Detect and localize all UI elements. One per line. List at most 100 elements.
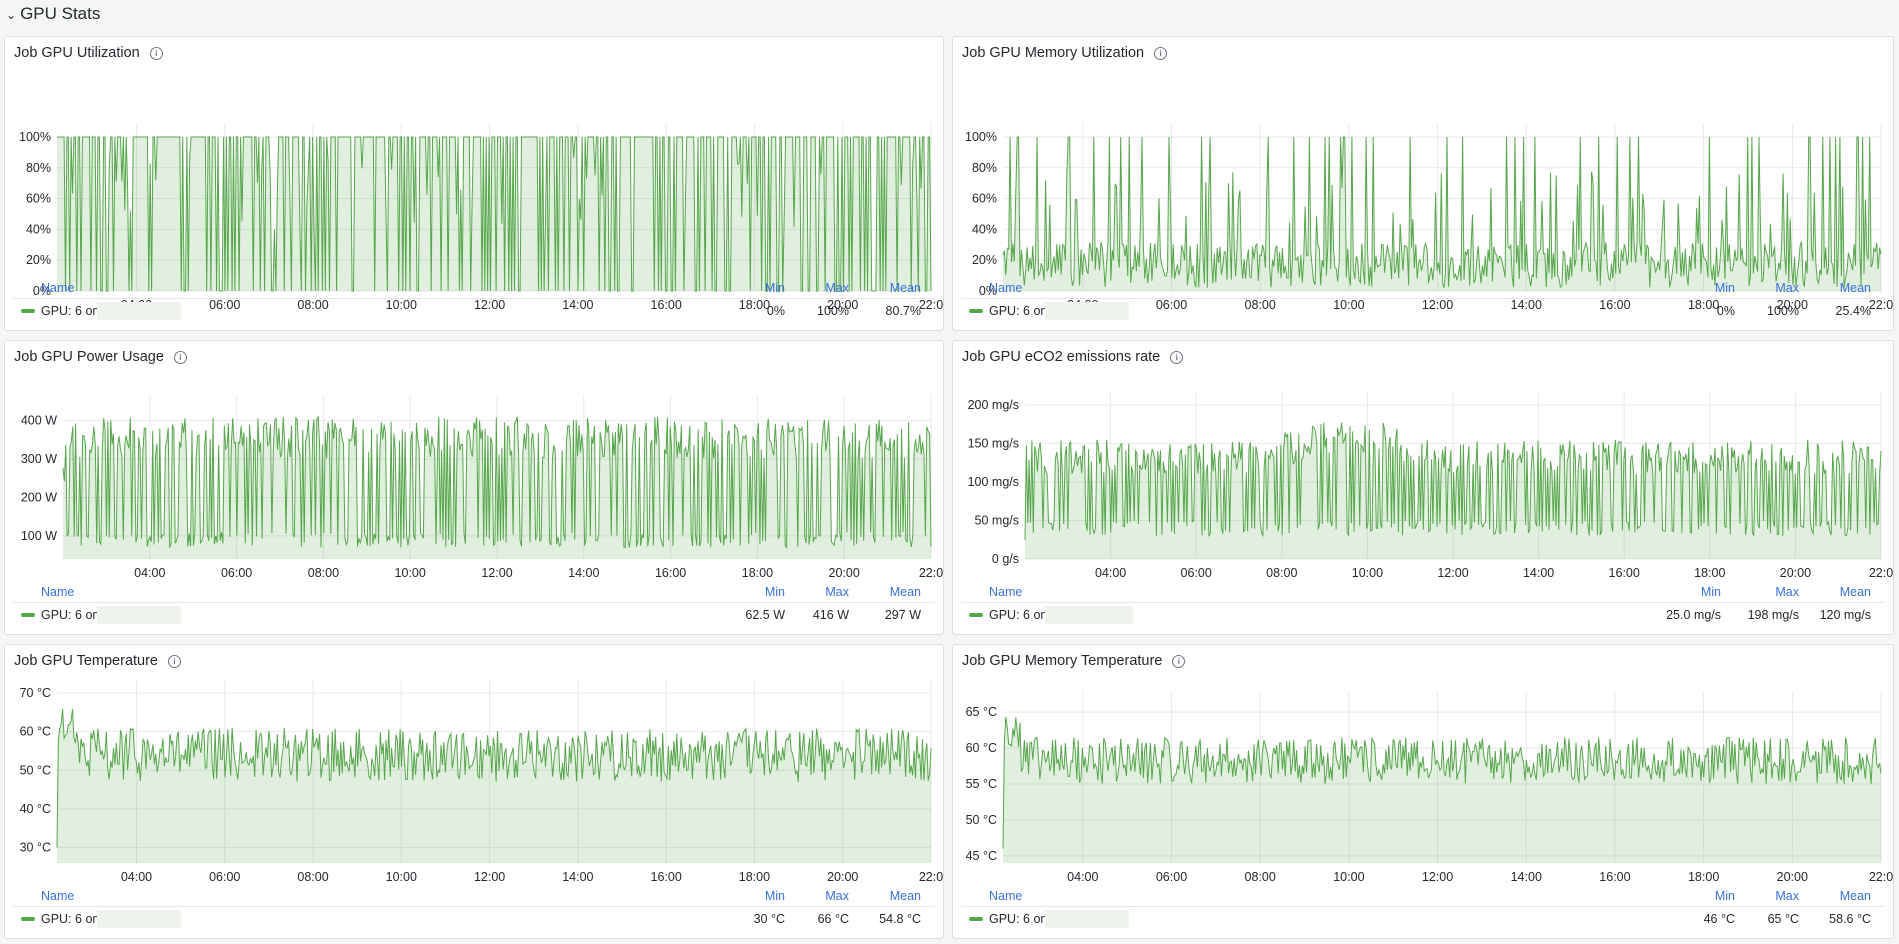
- series-color-swatch[interactable]: [969, 309, 983, 313]
- legend-value-max: 66 °C: [817, 912, 849, 926]
- legend-header-max[interactable]: Max: [1775, 889, 1799, 903]
- legend-header: Name Min Max Mean: [961, 582, 1885, 603]
- legend-header-min[interactable]: Min: [764, 889, 785, 903]
- y-tick-label: 50 °C: [966, 813, 997, 827]
- legend-table: Name Min Max Mean GPU: 6 on 30 °C 66 °C 54.8 °C: [13, 886, 935, 934]
- y-tick-label: 60 °C: [966, 741, 997, 755]
- y-tick-label: 20%: [972, 253, 997, 267]
- info-icon[interactable]: i: [1172, 654, 1186, 668]
- info-icon[interactable]: i: [168, 654, 181, 668]
- legend-series-name[interactable]: GPU: 6 on: [41, 304, 100, 318]
- y-tick-label: 40%: [972, 222, 997, 236]
- legend-value-mean: 58.6 °C: [1829, 912, 1871, 926]
- x-tick-label: 06:00: [1156, 298, 1187, 312]
- legend-header-name[interactable]: Name: [989, 585, 1023, 599]
- legend-value-mean: 297 W: [884, 608, 921, 622]
- legend-series-name[interactable]: GPU: 6 on: [989, 912, 1048, 926]
- legend-header-name[interactable]: Name: [41, 281, 75, 295]
- x-tick-label: 10:00: [386, 298, 417, 312]
- legend-header-mean[interactable]: Mean: [889, 281, 921, 295]
- panel-title[interactable]: Job GPU Memory Temperature i: [962, 653, 1186, 669]
- x-tick-label: 22:0: [1869, 298, 1893, 312]
- x-tick-label: 04:00: [1067, 870, 1098, 884]
- x-tick-label: 14:00: [562, 870, 593, 884]
- legend-header: Name Min Max Mean: [13, 886, 935, 907]
- x-tick-label: 20:00: [827, 870, 858, 884]
- series-color-swatch[interactable]: [21, 309, 35, 313]
- x-tick-label: 14:00: [1523, 566, 1554, 580]
- panel-title[interactable]: Job GPU Memory Utilization i: [962, 45, 1168, 61]
- panel-title[interactable]: Job GPU Temperature i: [14, 653, 181, 669]
- legend-series-name[interactable]: GPU: 6 on: [989, 304, 1048, 318]
- legend-header-min[interactable]: Min: [1714, 889, 1735, 903]
- series-line[interactable]: [1002, 716, 1882, 849]
- panel-title[interactable]: Job GPU Utilization i: [14, 45, 163, 61]
- x-tick-label: 22:0: [919, 870, 943, 884]
- legend-header-max[interactable]: Max: [1775, 281, 1799, 295]
- legend-row[interactable]: GPU: 6 on 0% 100% 80.7%: [13, 300, 935, 322]
- info-icon[interactable]: i: [1154, 46, 1168, 60]
- y-tick-label: 100%: [965, 130, 997, 144]
- legend-header-max[interactable]: Max: [1775, 585, 1799, 599]
- legend-series-name[interactable]: GPU: 6 on: [41, 608, 100, 622]
- legend-header-name[interactable]: Name: [989, 889, 1023, 903]
- info-icon[interactable]: i: [1170, 350, 1184, 364]
- panel-4: Job GPU Temperature i 30 °C 40 °C 50 °C 60 °C…: [4, 644, 944, 939]
- legend-series-name[interactable]: GPU: 6 on: [41, 912, 100, 926]
- legend-row[interactable]: GPU: 6 on 46 °C 65 °C 58.6 °C: [961, 908, 1885, 930]
- legend-header-mean[interactable]: Mean: [1839, 585, 1871, 599]
- legend-header-mean[interactable]: Mean: [889, 889, 921, 903]
- y-tick-label: 80%: [26, 161, 51, 175]
- chart-svg[interactable]: 100 W 200 W 300 W 400 W 04:00 06:00 08:00 10:00…: [5, 341, 945, 581]
- legend-header-name[interactable]: Name: [41, 585, 75, 599]
- legend-header-max[interactable]: Max: [825, 281, 849, 295]
- chart-svg[interactable]: 0%20%40%60%80%100%04:0006:0008:0010:0012…: [5, 37, 945, 312]
- legend-row[interactable]: GPU: 6 on 0% 100% 25.4%: [961, 300, 1885, 322]
- series-color-swatch[interactable]: [21, 917, 35, 921]
- legend-row[interactable]: GPU: 6 on 30 °C 66 °C 54.8 °C: [13, 908, 935, 930]
- series-line[interactable]: [57, 136, 932, 292]
- x-tick-label: 22:0: [919, 566, 943, 580]
- chart-svg[interactable]: 30 °C 40 °C 50 °C 60 °C 70 °C 04:00 06:00 08:00…: [5, 645, 945, 885]
- series-line[interactable]: [1024, 422, 1882, 540]
- x-tick-label: 20:00: [1780, 566, 1811, 580]
- legend-header-max[interactable]: Max: [825, 889, 849, 903]
- info-icon[interactable]: i: [149, 46, 163, 60]
- x-tick-label: 18:00: [739, 298, 770, 312]
- chart-svg[interactable]: 0%20%40%60%80%100%04:0006:0008:0010:0012…: [953, 37, 1895, 312]
- series-line[interactable]: [62, 415, 932, 550]
- legend-header-mean[interactable]: Mean: [889, 585, 921, 599]
- legend-header-min[interactable]: Min: [1700, 585, 1721, 599]
- series-line[interactable]: [56, 708, 932, 848]
- x-tick-label: 16:00: [1599, 298, 1630, 312]
- legend-series-name[interactable]: GPU: 6 on: [989, 608, 1048, 622]
- legend-header-max[interactable]: Max: [825, 585, 849, 599]
- series-color-swatch[interactable]: [969, 917, 983, 921]
- panel-title[interactable]: Job GPU Power Usage i: [14, 349, 187, 365]
- legend-header-min[interactable]: Min: [764, 585, 785, 599]
- y-tick-label: 0%: [33, 284, 51, 298]
- x-tick-label: 18:00: [1688, 298, 1719, 312]
- legend-header-mean[interactable]: Mean: [1839, 889, 1871, 903]
- chevron-down-icon[interactable]: ⌄: [6, 8, 17, 22]
- legend-header-mean[interactable]: Mean: [1839, 281, 1871, 295]
- info-icon[interactable]: i: [173, 350, 187, 364]
- legend-row[interactable]: GPU: 6 on 25.0 mg/s 198 mg/s 120 mg/s: [961, 604, 1885, 626]
- legend-header-name[interactable]: Name: [41, 889, 75, 903]
- row-header[interactable]: ⌄ GPU Stats: [6, 0, 100, 28]
- chart-svg[interactable]: 0 g/s 50 mg/s 100 mg/s 150 mg/s 200 mg/s 04:0…: [953, 341, 1895, 581]
- chart-svg[interactable]: 45 °C 50 °C 55 °C 60 °C 65 °C 04:00 06:00 08:00…: [953, 645, 1895, 885]
- legend-header-min[interactable]: Min: [1714, 281, 1735, 295]
- legend-header-min[interactable]: Min: [764, 281, 785, 295]
- series-line[interactable]: [1002, 136, 1882, 289]
- series-color-swatch[interactable]: [21, 613, 35, 617]
- x-tick-label: 14:00: [1511, 870, 1542, 884]
- x-tick-label: 10:00: [1333, 298, 1364, 312]
- series-area: [1003, 717, 1881, 863]
- legend-row[interactable]: GPU: 6 on 62.5 W 416 W 297 W: [13, 604, 935, 626]
- legend-header-name[interactable]: Name: [989, 281, 1023, 295]
- panel-title[interactable]: Job GPU eCO2 emissions rate i: [962, 349, 1184, 365]
- series-color-swatch[interactable]: [969, 613, 983, 617]
- panel-title-text: Job GPU Memory Temperature: [962, 653, 1163, 669]
- x-tick-label: 10:00: [395, 566, 426, 580]
